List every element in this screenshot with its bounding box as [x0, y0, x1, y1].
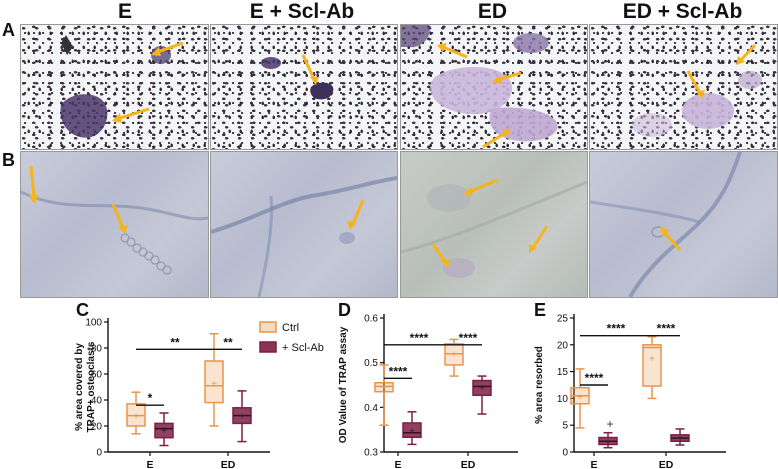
y-tick-label-d-2: 0.5	[364, 358, 378, 369]
micrograph-b-ed-scl-ab-overlay	[590, 152, 742, 297]
x-tick-label-d-e: E	[394, 459, 401, 469]
legend-label-ctrl: Ctrl	[282, 322, 299, 334]
panel-label-a: A	[2, 20, 15, 40]
box-c-ed-ctrl	[204, 360, 224, 404]
sig-label-d-0: ****	[410, 331, 429, 345]
y-tick-label-c-0: 0	[96, 448, 102, 459]
y-axis-label-c-line1: % area covered by	[74, 343, 85, 431]
sig-label-c-1: **	[223, 335, 233, 349]
mean-d-ed-ctrl: +	[451, 350, 457, 361]
mean-c-ed-ctrl: +	[211, 379, 217, 390]
sig-label-c-2: *	[148, 391, 153, 405]
sig-label-e-0: ****	[607, 322, 626, 336]
y-tick-label-e-1: 5	[562, 421, 568, 432]
micrograph-b-e	[20, 151, 209, 298]
micrograph-b-e-overlay	[21, 165, 208, 275]
y-tick-label-d-3: 0.6	[364, 314, 378, 325]
micrograph-a-ed-scl-ab-overlay	[632, 43, 762, 137]
legend-swatch-ctrl	[259, 321, 277, 333]
micrograph-a-e-scl-ab	[210, 24, 398, 150]
mean-d-ed-scl: +	[479, 383, 485, 394]
mean-e-ed-ctrl: +	[649, 354, 655, 365]
mean-c-e-ctrl: +	[133, 412, 139, 423]
y-tick-label-e-5: 25	[557, 314, 569, 325]
x-tick-label-c-e: E	[146, 459, 153, 469]
micrograph-b-ed-overlay	[401, 178, 587, 278]
box-c-e-scl	[154, 422, 174, 439]
box-d-e-scl	[402, 422, 422, 439]
panel-label-e: E	[534, 300, 546, 320]
column-header-e-scl-ab: E + Scl-Ab	[249, 0, 355, 23]
micrograph-b-e-scl-ab	[210, 151, 398, 298]
column-header-e: E	[117, 0, 132, 23]
micrograph-b-ed-scl-ab	[589, 151, 778, 298]
box-e-ed-ctrl	[642, 344, 662, 387]
column-header-ed-scl-ab: ED + Scl-Ab	[622, 0, 743, 23]
y-tick-label-c-5: 100	[85, 318, 102, 329]
column-header-ed: ED	[477, 0, 508, 23]
box-d-ed-scl	[472, 379, 492, 397]
x-tick-label-c-ed: ED	[221, 459, 236, 469]
mean-d-e-scl: +	[409, 427, 415, 438]
sig-label-d-1: ****	[459, 331, 478, 345]
y-tick-label-e-3: 15	[557, 367, 569, 378]
chart-panel-c: C 0 20 40 60 80 100 % area covered by TRAP+ oste…	[74, 300, 324, 469]
sig-label-d-2: ****	[389, 364, 408, 378]
y-tick-label-d-1: 0.4	[364, 403, 378, 414]
y-axis-label-c-line2: TRAP+ osteoclasts	[86, 341, 97, 432]
sig-label-e-2: ****	[585, 371, 604, 385]
micrograph-a-e-scl-ab-overlay	[261, 54, 334, 100]
mean-e-e-ctrl: +	[577, 392, 583, 403]
y-tick-label-e-0: 0	[562, 448, 568, 459]
panel-label-b: B	[2, 150, 15, 170]
micrograph-a-ed	[400, 24, 588, 150]
sig-label-e-1: ****	[657, 322, 676, 336]
micrograph-a-e-overlay	[60, 35, 184, 138]
mean-c-ed-scl: +	[239, 412, 245, 423]
micrograph-b-e-scl-ab-overlay	[211, 176, 397, 297]
y-axis-label-e: % area resorbed	[534, 346, 545, 424]
legend-swatch-scl	[259, 341, 277, 353]
x-tick-label-e-ed: ED	[659, 459, 674, 469]
x-tick-label-d-ed: ED	[461, 459, 476, 469]
y-tick-label-d-0: 0.3	[364, 448, 378, 459]
box-d-e-ctrl	[374, 382, 394, 393]
mean-e-ed-scl: +	[677, 434, 683, 445]
micrograph-b-ed	[400, 151, 588, 298]
y-tick-label-c-4: 80	[91, 344, 103, 355]
chart-panel-d: D 0.3 0.4 0.5 0.6 OD Value of TRAP assay E + + ED…	[338, 300, 518, 469]
x-tick-label-e-e: E	[590, 459, 597, 469]
micrograph-a-ed-scl-ab	[589, 24, 778, 150]
micrograph-a-ed-overlay	[401, 25, 558, 149]
panel-label-c: C	[76, 300, 89, 320]
y-tick-label-e-4: 20	[557, 340, 569, 351]
sig-label-c-0: **	[170, 335, 180, 349]
panel-label-d: D	[338, 300, 351, 320]
y-tick-label-c-3: 60	[91, 370, 103, 381]
y-axis-label-d: OD Value of TRAP assay	[338, 326, 349, 443]
legend-label-scl: + Scl-Ab	[282, 342, 324, 354]
mean-e-e-scl: +	[605, 437, 611, 448]
y-tick-label-c-2: 40	[91, 396, 103, 407]
micrograph-a-e	[20, 24, 209, 150]
outlier-e-e-scl: +	[606, 417, 613, 431]
y-tick-label-e-2: 10	[557, 394, 569, 405]
mean-d-e-ctrl: +	[381, 382, 387, 393]
y-tick-label-c-1: 20	[91, 422, 103, 433]
mean-c-e-scl: +	[161, 426, 167, 437]
